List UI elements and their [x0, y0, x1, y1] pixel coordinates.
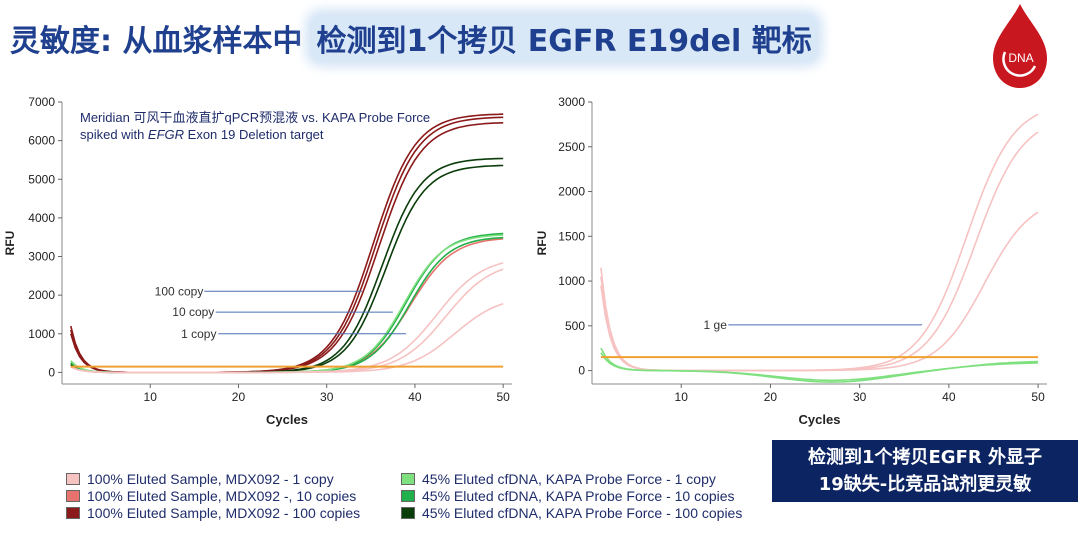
callout-line-1: 检测到1个拷贝EGFR 外显子 [807, 447, 1043, 468]
series-line-5 [600, 352, 1039, 382]
x-tick-label: 40 [942, 390, 956, 404]
series-line-5 [70, 164, 504, 374]
legend-item: 100% Eluted Sample, MDX092 - 1 copy [66, 470, 360, 487]
legend-label: 45% Eluted cfDNA, KAPA Probe Force - 1 c… [422, 470, 716, 487]
y-tick-label: 2000 [558, 185, 585, 199]
legend-swatch [401, 506, 415, 519]
logo-text: DNA [1008, 51, 1033, 65]
y-tick-label: 2000 [28, 288, 55, 302]
legend-left: 100% Eluted Sample, MDX092 - 1 copy 100%… [66, 470, 360, 521]
y-tick-label: 5000 [28, 172, 55, 186]
legend-swatch [401, 472, 415, 485]
legend-label: 100% Eluted Sample, MDX092 -, 10 copies [87, 487, 357, 504]
series-line-10 [70, 262, 504, 374]
legend-item: 45% Eluted cfDNA, KAPA Probe Force - 100… [401, 504, 742, 521]
legend-item: 100% Eluted Sample, MDX092 - 100 copies [66, 504, 360, 521]
legend-swatch [66, 489, 80, 502]
series-line-8 [70, 236, 504, 374]
copy-label: 10 copy [172, 305, 214, 319]
x-tick-label: 40 [408, 390, 422, 404]
slide-title: 灵敏度: 从血浆样本中 检测到1个拷贝 EGFR E19del 靶标 [10, 8, 816, 68]
y-axis-label: RFU [3, 231, 17, 256]
series-line-4 [600, 347, 1039, 383]
copy-label: 1 ge [704, 318, 728, 332]
legend-swatch [401, 489, 415, 502]
x-tick-label: 50 [1031, 390, 1045, 404]
x-tick-label: 30 [320, 390, 334, 404]
conclusion-callout: 检测到1个拷贝EGFR 外显子 19缺失-比竞品试剂更灵敏 [772, 440, 1078, 502]
series-line-11 [70, 268, 504, 374]
y-tick-label: 1000 [558, 274, 585, 288]
chart-annotation-line-1: Meridian 可风干血液直扩qPCR预混液 vs. KAPA Probe F… [80, 110, 430, 125]
legend-item: 45% Eluted cfDNA, KAPA Probe Force - 1 c… [401, 470, 742, 487]
title-highlight: 检测到1个拷贝 EGFR E19del 靶标 [312, 16, 816, 60]
y-tick-label: 6000 [28, 134, 55, 148]
legend-label: 100% Eluted Sample, MDX092 - 1 copy [87, 470, 334, 487]
chart-left: 0 1000 2000 3000 4000 5000 6000 7000 10 20 30 40 50 C… [3, 95, 512, 427]
series-line-6 [70, 238, 504, 374]
y-tick-label: 1500 [558, 229, 585, 243]
chart-right: 0 500 1000 1500 2000 2500 3000 10 20 30 40 50 Cycles… [535, 95, 1047, 427]
legend-item: 100% Eluted Sample, MDX092 -, 10 copies [66, 487, 360, 504]
x-axis-label: Cycles [799, 412, 841, 427]
series-line-3 [70, 122, 504, 374]
legend-item: 45% Eluted cfDNA, KAPA Probe Force - 10 … [401, 487, 742, 504]
chart-annotation-line-2: spiked with EFGR Exon 19 Deletion target [80, 127, 324, 142]
legend-label: 100% Eluted Sample, MDX092 - 100 copies [87, 504, 361, 521]
y-tick-label: 4000 [28, 211, 55, 225]
copy-label: 1 copy [181, 327, 216, 341]
series-line-1 [600, 113, 1039, 372]
x-tick-label: 30 [853, 390, 867, 404]
y-tick-label: 0 [48, 365, 55, 379]
dna-drop-logo: DNA [993, 4, 1047, 88]
y-tick-label: 0 [578, 364, 585, 378]
y-tick-label: 1000 [28, 327, 55, 341]
series-line-2 [600, 131, 1039, 372]
x-tick-label: 20 [232, 390, 246, 404]
copy-label: 100 copy [155, 284, 204, 298]
x-tick-label: 20 [764, 390, 778, 404]
legend-label: 45% Eluted cfDNA, KAPA Probe Force - 10 … [422, 487, 735, 504]
y-tick-label: 3000 [558, 95, 585, 109]
y-tick-label: 500 [565, 319, 585, 333]
y-tick-label: 7000 [28, 95, 55, 109]
x-tick-label: 10 [144, 390, 158, 404]
legend-right: 45% Eluted cfDNA, KAPA Probe Force - 1 c… [401, 470, 742, 521]
series-line-9 [70, 234, 504, 374]
x-tick-label: 10 [675, 390, 689, 404]
x-tick-label: 50 [496, 390, 510, 404]
series-line-12 [70, 302, 504, 374]
callout-line-2: 19缺失-比竞品试剂更灵敏 [818, 474, 1032, 495]
legend-swatch [66, 506, 80, 519]
legend-label: 45% Eluted cfDNA, KAPA Probe Force - 100… [422, 504, 743, 521]
y-axis-label: RFU [535, 231, 549, 256]
y-tick-label: 2500 [558, 140, 585, 154]
title-prefix: 灵敏度: 从血浆样本中 [10, 24, 303, 59]
x-axis-label: Cycles [266, 412, 308, 427]
y-tick-label: 3000 [28, 250, 55, 264]
legend-swatch [66, 472, 80, 485]
series-line-3 [600, 211, 1039, 372]
